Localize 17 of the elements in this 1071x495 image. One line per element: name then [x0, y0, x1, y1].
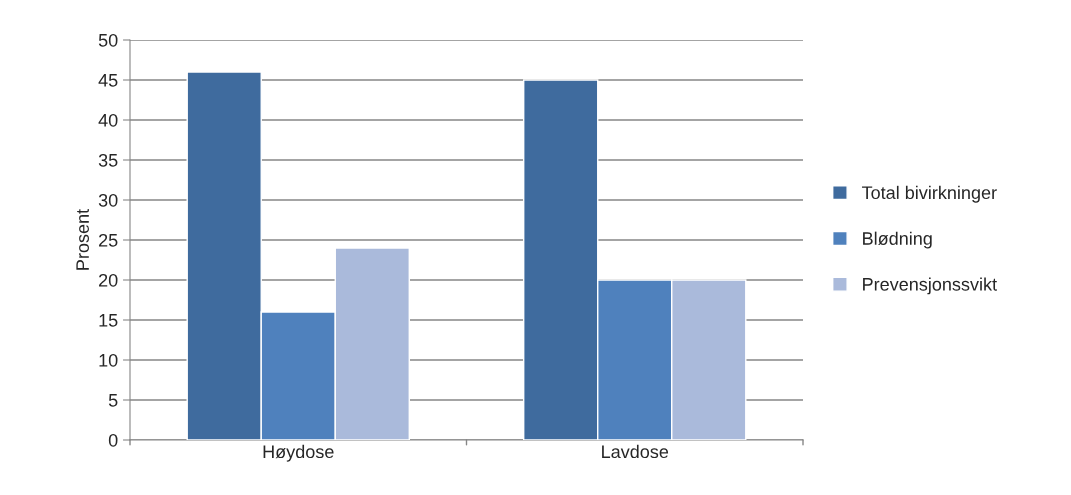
- legend-label: Prevensjonssvikt: [863, 277, 997, 295]
- y-tick-label: 50: [98, 33, 118, 47]
- y-tick-label: 45: [98, 74, 118, 87]
- y-tick-label: 40: [98, 113, 118, 127]
- legend-label: Total bivirkninger: [862, 185, 997, 203]
- x-tick-label: Lavdose: [602, 444, 669, 459]
- y-tick-label: 20: [99, 273, 118, 287]
- y-tick-label: 15: [99, 314, 118, 327]
- y-tick-label: 35: [98, 153, 118, 167]
- y-axis-title: Prosent: [76, 209, 89, 270]
- y-tick-label: 30: [98, 193, 118, 207]
- y-tick-label: 25: [99, 233, 118, 247]
- legend-label: Blødning: [863, 231, 932, 249]
- y-tick-label: 0: [108, 433, 118, 447]
- x-tick-label: Høydose: [263, 444, 334, 462]
- y-tick-label: 5: [108, 394, 118, 407]
- y-tick-label: 10: [99, 353, 118, 367]
